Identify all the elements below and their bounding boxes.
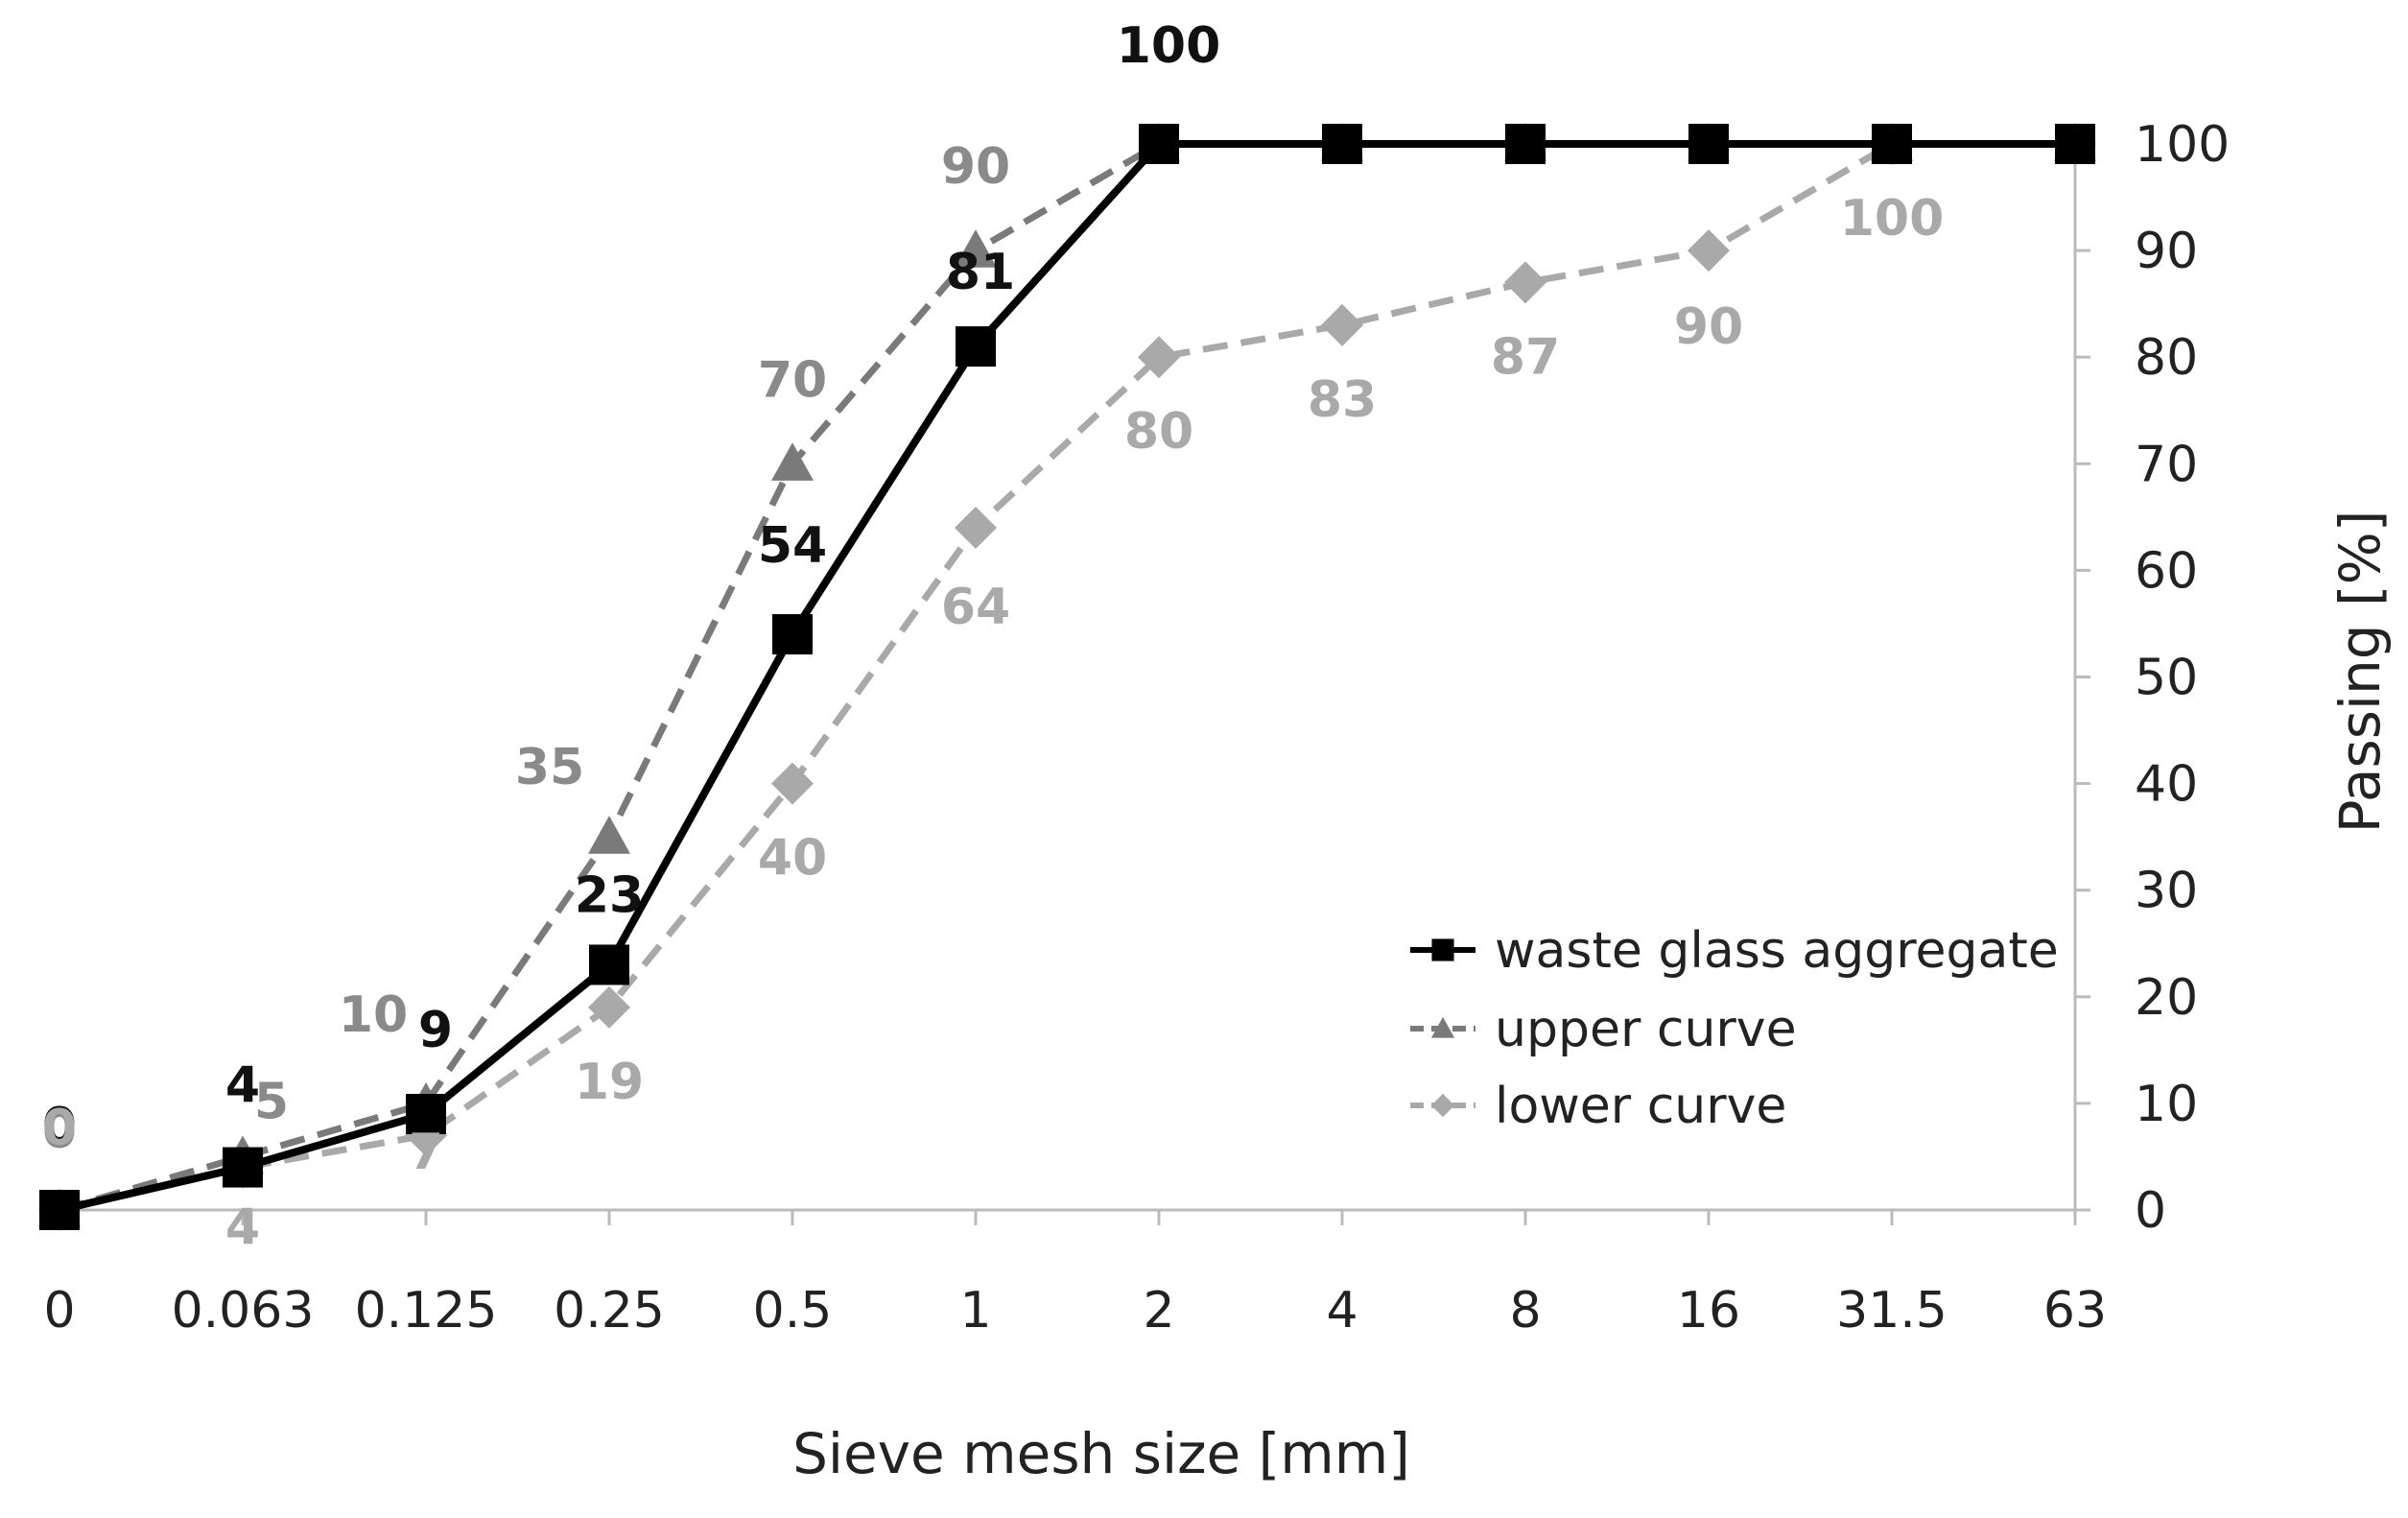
x-tick-label: 2 [1143, 1282, 1174, 1340]
data-label: 19 [575, 1054, 644, 1111]
marker-diamond [1504, 261, 1546, 304]
x-tick-label: 0.25 [554, 1282, 665, 1340]
series-line [59, 140, 2075, 1214]
legend-item: waste glass aggregate [1410, 922, 2059, 980]
legend-item: upper curve [1410, 1001, 1797, 1058]
data-label: 70 [758, 351, 827, 409]
marker-square [1688, 124, 1729, 164]
y-tick-label: 80 [2135, 329, 2198, 387]
marker-square [956, 326, 996, 368]
marker-diamond [1430, 1093, 1455, 1118]
marker-square [589, 944, 629, 985]
data-label: 0 [42, 1103, 77, 1160]
data-label: 87 [1491, 328, 1560, 386]
legend-label: upper curve [1495, 1001, 1797, 1058]
x-tick-label: 1 [959, 1282, 991, 1340]
data-label: 90 [941, 138, 1010, 196]
legend-label: lower curve [1495, 1078, 1786, 1135]
data-label: 80 [1124, 403, 1193, 461]
x-tick-label: 0.125 [355, 1282, 498, 1340]
series-upper-curve [38, 123, 2096, 1227]
legend: waste glass aggregate upper curve lower cu… [1410, 922, 2059, 1135]
marker-square [1505, 124, 1546, 164]
data-label: 100 [1117, 17, 1221, 75]
y-axis-title: Passing [%] [2327, 510, 2393, 834]
data-label: 7 [409, 1124, 443, 1181]
y-tick-label: 40 [2135, 756, 2198, 814]
y-tick-label: 0 [2135, 1182, 2166, 1240]
data-label: 54 [758, 517, 827, 575]
marker-triangle [588, 816, 630, 854]
marker-diamond [955, 506, 997, 549]
marker-triangle [1430, 1016, 1455, 1038]
series-lower-curve [38, 123, 2096, 1231]
marker-diamond [1688, 229, 1730, 273]
data-label: 100 [1840, 190, 1945, 248]
marker-diamond [1138, 336, 1180, 379]
data-label: 90 [1674, 298, 1743, 356]
data-label: 4 [225, 1199, 260, 1257]
y-tick-label: 10 [2135, 1076, 2198, 1133]
legend-label: waste glass aggregate [1495, 922, 2059, 980]
data-label: 9 [418, 1002, 453, 1059]
data-label: 4 [225, 1057, 260, 1115]
data-label: 83 [1308, 371, 1377, 429]
series-waste-glass-aggregate [39, 124, 2095, 1230]
labels-waste-glass-aggregate: 0 4 9 23 54 81 100 [42, 17, 1220, 1155]
data-label: 81 [946, 244, 1015, 301]
y-tick-label: 20 [2135, 969, 2198, 1027]
y-tick-label: 60 [2135, 542, 2198, 600]
legend-item: lower curve [1410, 1078, 1786, 1135]
series-layer [38, 123, 2096, 1231]
y-tick-label: 90 [2135, 223, 2198, 280]
data-label: 40 [758, 830, 827, 888]
marker-square [223, 1147, 263, 1188]
marker-diamond [588, 985, 630, 1029]
x-tick-label: 0 [43, 1282, 75, 1340]
marker-square [406, 1094, 446, 1135]
x-tick-label: 63 [2043, 1282, 2107, 1340]
data-label: 64 [941, 579, 1010, 636]
data-label: 5 [254, 1073, 289, 1130]
y-tick-label: 100 [2135, 116, 2230, 174]
marker-diamond [1321, 303, 1363, 346]
x-tick-label: 0.5 [753, 1282, 833, 1340]
data-label: 10 [339, 986, 408, 1044]
x-tick-label: 16 [1677, 1282, 1740, 1340]
data-label: 35 [515, 739, 584, 796]
marker-square [772, 614, 813, 655]
x-tick-label: 8 [1509, 1282, 1541, 1340]
marker-triangle [771, 442, 814, 481]
y-tick-label: 50 [2135, 650, 2198, 707]
marker-square [39, 1190, 80, 1230]
data-label: 0 [42, 1098, 77, 1155]
marker-square [1872, 124, 1912, 164]
marker-square [2055, 124, 2095, 164]
marker-square [1431, 938, 1454, 961]
series-line [59, 140, 2075, 1214]
marker-triangle [955, 229, 997, 268]
x-tick-label: 31.5 [1836, 1282, 1948, 1340]
marker-diamond [771, 762, 814, 805]
x-tick-label: 4 [1326, 1282, 1357, 1340]
axes: 0 0.063 0.125 0.25 0.5 1 2 4 8 16 31.5 630102030405… [43, 116, 2230, 1340]
data-label: 0 [42, 1100, 77, 1157]
data-label: 23 [575, 866, 644, 924]
x-axis-title: Sieve mesh size [mm] [792, 1421, 1410, 1486]
y-tick-label: 70 [2135, 436, 2198, 493]
y-tick-label: 30 [2135, 863, 2198, 920]
x-tick-label: 0.063 [172, 1282, 315, 1340]
